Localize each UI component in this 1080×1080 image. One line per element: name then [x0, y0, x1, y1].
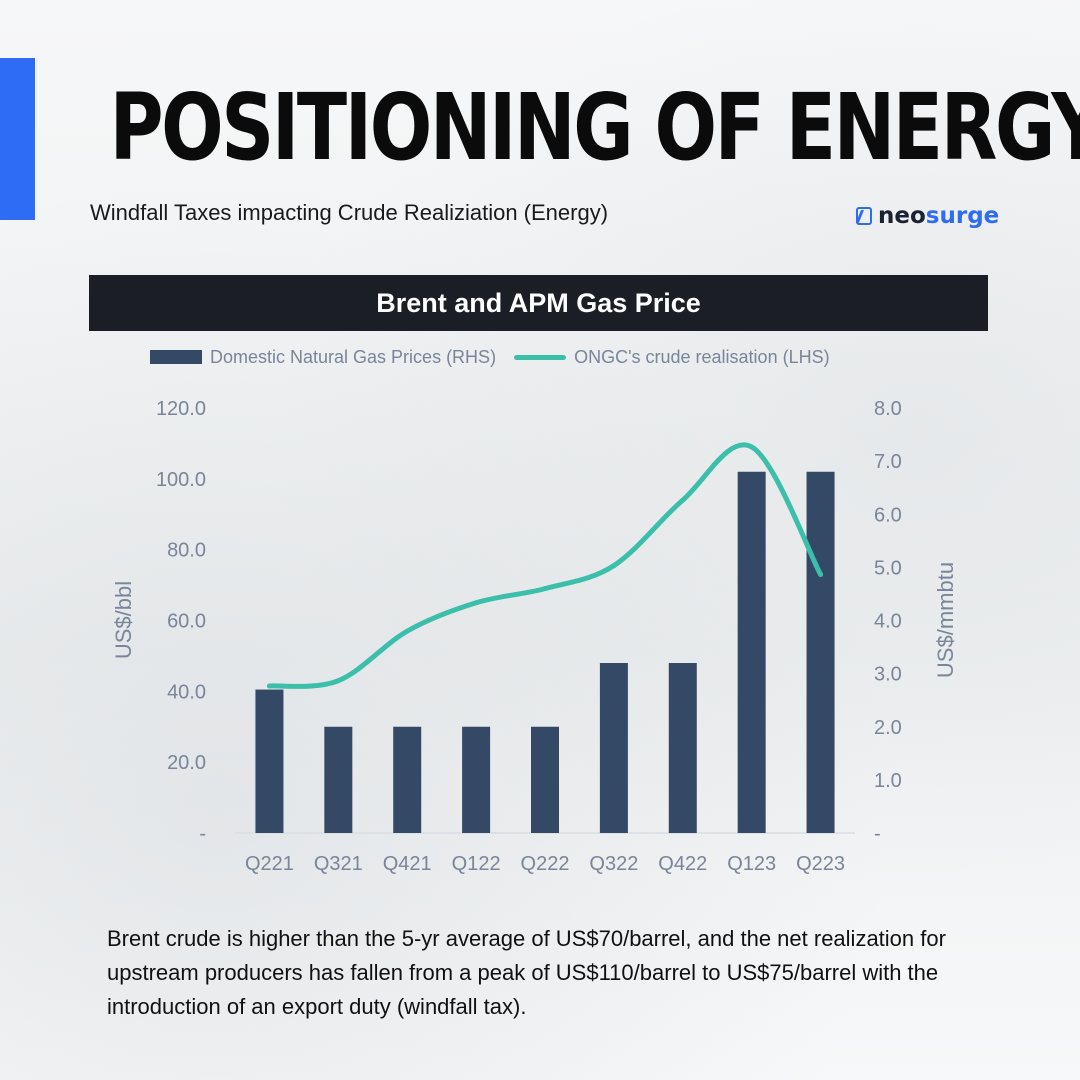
line-point	[818, 571, 824, 577]
y2-axis-tick-label: 2.0	[874, 717, 902, 739]
x-axis-tick-label: Q222	[521, 853, 570, 875]
line-point	[473, 600, 479, 606]
y2-axis-tick-label: -	[874, 823, 881, 845]
brand-logo: neosurge	[856, 203, 999, 229]
bar-mark	[255, 689, 284, 833]
bar-mark	[599, 663, 628, 833]
neosurge-logo-icon	[856, 207, 872, 225]
legend-item-line: ONGC's crude realisation (LHS)	[514, 347, 830, 368]
line-point	[404, 628, 410, 634]
page-title: POSITIONING OF ENERGY	[109, 74, 1080, 181]
y2-axis-label: US$/mmbtu	[933, 562, 958, 678]
line-point	[542, 586, 548, 592]
bar-mark	[737, 471, 766, 833]
legend-label-bar: Domestic Natural Gas Prices (RHS)	[210, 346, 497, 367]
y-axis-tick-label: 60.0	[167, 611, 206, 633]
y2-axis-tick-label: 3.0	[874, 664, 902, 686]
bar-mark	[393, 726, 422, 833]
x-axis-tick-label: Q421	[383, 853, 432, 875]
x-axis-tick-label: Q221	[245, 853, 294, 875]
y2-axis-tick-label: 6.0	[874, 504, 902, 526]
line-point	[680, 497, 686, 503]
line-point	[335, 678, 341, 684]
y2-axis-tick-label: 1.0	[874, 770, 902, 792]
y-axis-tick-label: 80.0	[167, 540, 206, 562]
line-point	[266, 683, 272, 689]
legend-label-line: ONGC's crude realisation (LHS)	[574, 346, 830, 367]
x-axis-tick-label: Q322	[589, 853, 638, 875]
brand-name-part1: neo	[878, 203, 926, 229]
legend-swatch-line	[514, 354, 567, 360]
legend-item-bar: Domestic Natural Gas Prices (RHS)	[150, 347, 496, 368]
body-paragraph: Brent crude is higher than the 5-yr aver…	[107, 926, 946, 1019]
y-axis-tick-label: 40.0	[167, 681, 206, 703]
x-axis-tick-label: Q321	[314, 853, 363, 875]
y2-axis-tick-label: 4.0	[874, 611, 902, 633]
y-axis-tick-label: 100.0	[156, 469, 206, 491]
page-subtitle: Windfall Taxes impacting Crude Realiziat…	[90, 200, 609, 225]
x-axis-tick-label: Q123	[727, 853, 776, 875]
x-axis-tick-label: Q122	[452, 853, 501, 875]
bar-mark	[462, 726, 491, 833]
y-axis-tick-label: 120.0	[156, 398, 206, 420]
line-point	[749, 444, 755, 450]
x-axis-tick-label: Q223	[796, 853, 845, 875]
bar-mark	[668, 663, 697, 833]
y2-axis-tick-label: 8.0	[874, 398, 902, 420]
y2-axis-tick-label: 7.0	[874, 451, 902, 473]
bar-mark	[531, 726, 559, 833]
brand-name-part2: surge	[925, 203, 1000, 229]
chart-legend: Domestic Natural Gas Prices (RHS) ONGC's…	[150, 344, 830, 370]
legend-swatch-bar	[150, 350, 202, 364]
y-axis-tick-label: 20.0	[167, 752, 206, 774]
bar-mark	[806, 471, 835, 833]
accent-bar	[0, 58, 35, 220]
y2-axis-tick-label: 5.0	[874, 557, 902, 579]
y-axis-tick-label: -	[199, 823, 206, 845]
bar-mark	[324, 726, 353, 833]
chart-title: Brent and APM Gas Price	[89, 275, 988, 331]
y-axis-label: US$/bbl	[111, 581, 136, 659]
line-point	[611, 563, 617, 569]
brand-name: neosurge	[878, 203, 999, 229]
x-axis-tick-label: Q422	[658, 853, 707, 875]
